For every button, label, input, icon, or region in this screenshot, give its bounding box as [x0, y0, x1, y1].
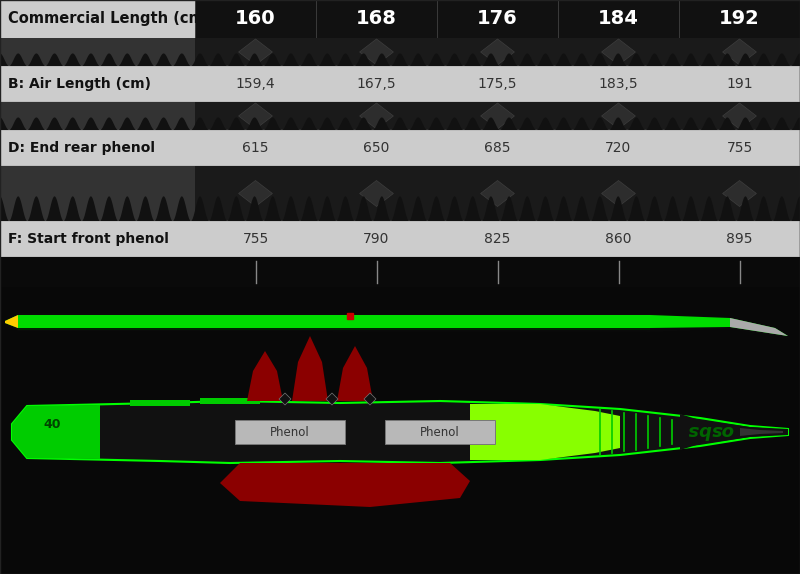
- Bar: [0, 38, 800, 66]
- Polygon shape: [247, 351, 283, 401]
- Text: B: Air Length (cm): B: Air Length (cm): [8, 77, 151, 91]
- Bar: [0, 166, 800, 221]
- Bar: [385, 420, 495, 444]
- Text: 168: 168: [356, 10, 397, 29]
- Polygon shape: [481, 180, 514, 207]
- Polygon shape: [5, 313, 790, 338]
- Polygon shape: [470, 404, 620, 460]
- Text: 175,5: 175,5: [478, 77, 518, 91]
- Polygon shape: [364, 393, 376, 405]
- Text: 755: 755: [242, 232, 269, 246]
- Bar: [0, 66, 800, 102]
- Text: 167,5: 167,5: [357, 77, 396, 91]
- Bar: [195, 0, 316, 38]
- Polygon shape: [481, 103, 514, 129]
- Polygon shape: [602, 180, 635, 207]
- Text: Phenol: Phenol: [420, 425, 460, 439]
- Polygon shape: [722, 39, 757, 65]
- Text: 825: 825: [484, 232, 510, 246]
- Polygon shape: [722, 103, 757, 129]
- Polygon shape: [200, 398, 260, 404]
- Polygon shape: [12, 405, 100, 459]
- Text: 192: 192: [719, 10, 760, 29]
- Bar: [0, 221, 800, 257]
- Text: 176: 176: [477, 10, 518, 29]
- Text: 650: 650: [363, 141, 390, 155]
- Polygon shape: [730, 318, 788, 336]
- Polygon shape: [337, 346, 373, 401]
- Polygon shape: [326, 393, 338, 405]
- Bar: [316, 0, 437, 38]
- Bar: [558, 0, 679, 38]
- Bar: [679, 0, 800, 38]
- Text: 790: 790: [363, 232, 390, 246]
- Polygon shape: [740, 428, 783, 436]
- Text: Commercial Length (cm): Commercial Length (cm): [8, 11, 210, 26]
- Text: 615: 615: [242, 141, 269, 155]
- Text: 40: 40: [43, 417, 61, 430]
- Bar: [0, 38, 195, 66]
- Text: 183,5: 183,5: [598, 77, 638, 91]
- Polygon shape: [360, 39, 394, 65]
- Polygon shape: [12, 401, 788, 463]
- Bar: [0, 257, 800, 287]
- Text: 160: 160: [235, 10, 276, 29]
- Bar: [235, 420, 345, 444]
- Text: 755: 755: [726, 141, 753, 155]
- Polygon shape: [279, 393, 291, 405]
- Text: D: End rear phenol: D: End rear phenol: [8, 141, 155, 155]
- Text: 860: 860: [606, 232, 632, 246]
- Polygon shape: [5, 315, 18, 328]
- Text: F: Start front phenol: F: Start front phenol: [8, 232, 169, 246]
- Bar: [0, 0, 195, 38]
- Text: 184: 184: [598, 10, 639, 29]
- Polygon shape: [602, 39, 635, 65]
- Polygon shape: [130, 400, 190, 406]
- Polygon shape: [238, 180, 272, 207]
- Text: osbs: osbs: [686, 421, 734, 439]
- Polygon shape: [360, 180, 394, 207]
- Polygon shape: [360, 103, 394, 129]
- Polygon shape: [602, 103, 635, 129]
- Text: 685: 685: [484, 141, 510, 155]
- Bar: [0, 130, 800, 166]
- Bar: [0, 287, 800, 574]
- Polygon shape: [5, 315, 788, 336]
- Polygon shape: [238, 39, 272, 65]
- Text: Phenol: Phenol: [270, 425, 310, 439]
- Polygon shape: [0, 53, 800, 66]
- Text: 895: 895: [726, 232, 753, 246]
- Bar: [0, 166, 195, 221]
- Bar: [437, 0, 558, 38]
- Text: 191: 191: [726, 77, 753, 91]
- Text: 720: 720: [606, 141, 632, 155]
- Polygon shape: [220, 463, 470, 507]
- Polygon shape: [0, 196, 800, 221]
- Bar: [0, 102, 195, 130]
- Bar: [0, 102, 800, 130]
- Polygon shape: [292, 336, 328, 401]
- Bar: [18, 328, 650, 330]
- Polygon shape: [238, 103, 272, 129]
- Polygon shape: [481, 39, 514, 65]
- Polygon shape: [680, 414, 788, 450]
- Text: 159,4: 159,4: [236, 77, 275, 91]
- Polygon shape: [722, 180, 757, 207]
- Polygon shape: [0, 118, 800, 130]
